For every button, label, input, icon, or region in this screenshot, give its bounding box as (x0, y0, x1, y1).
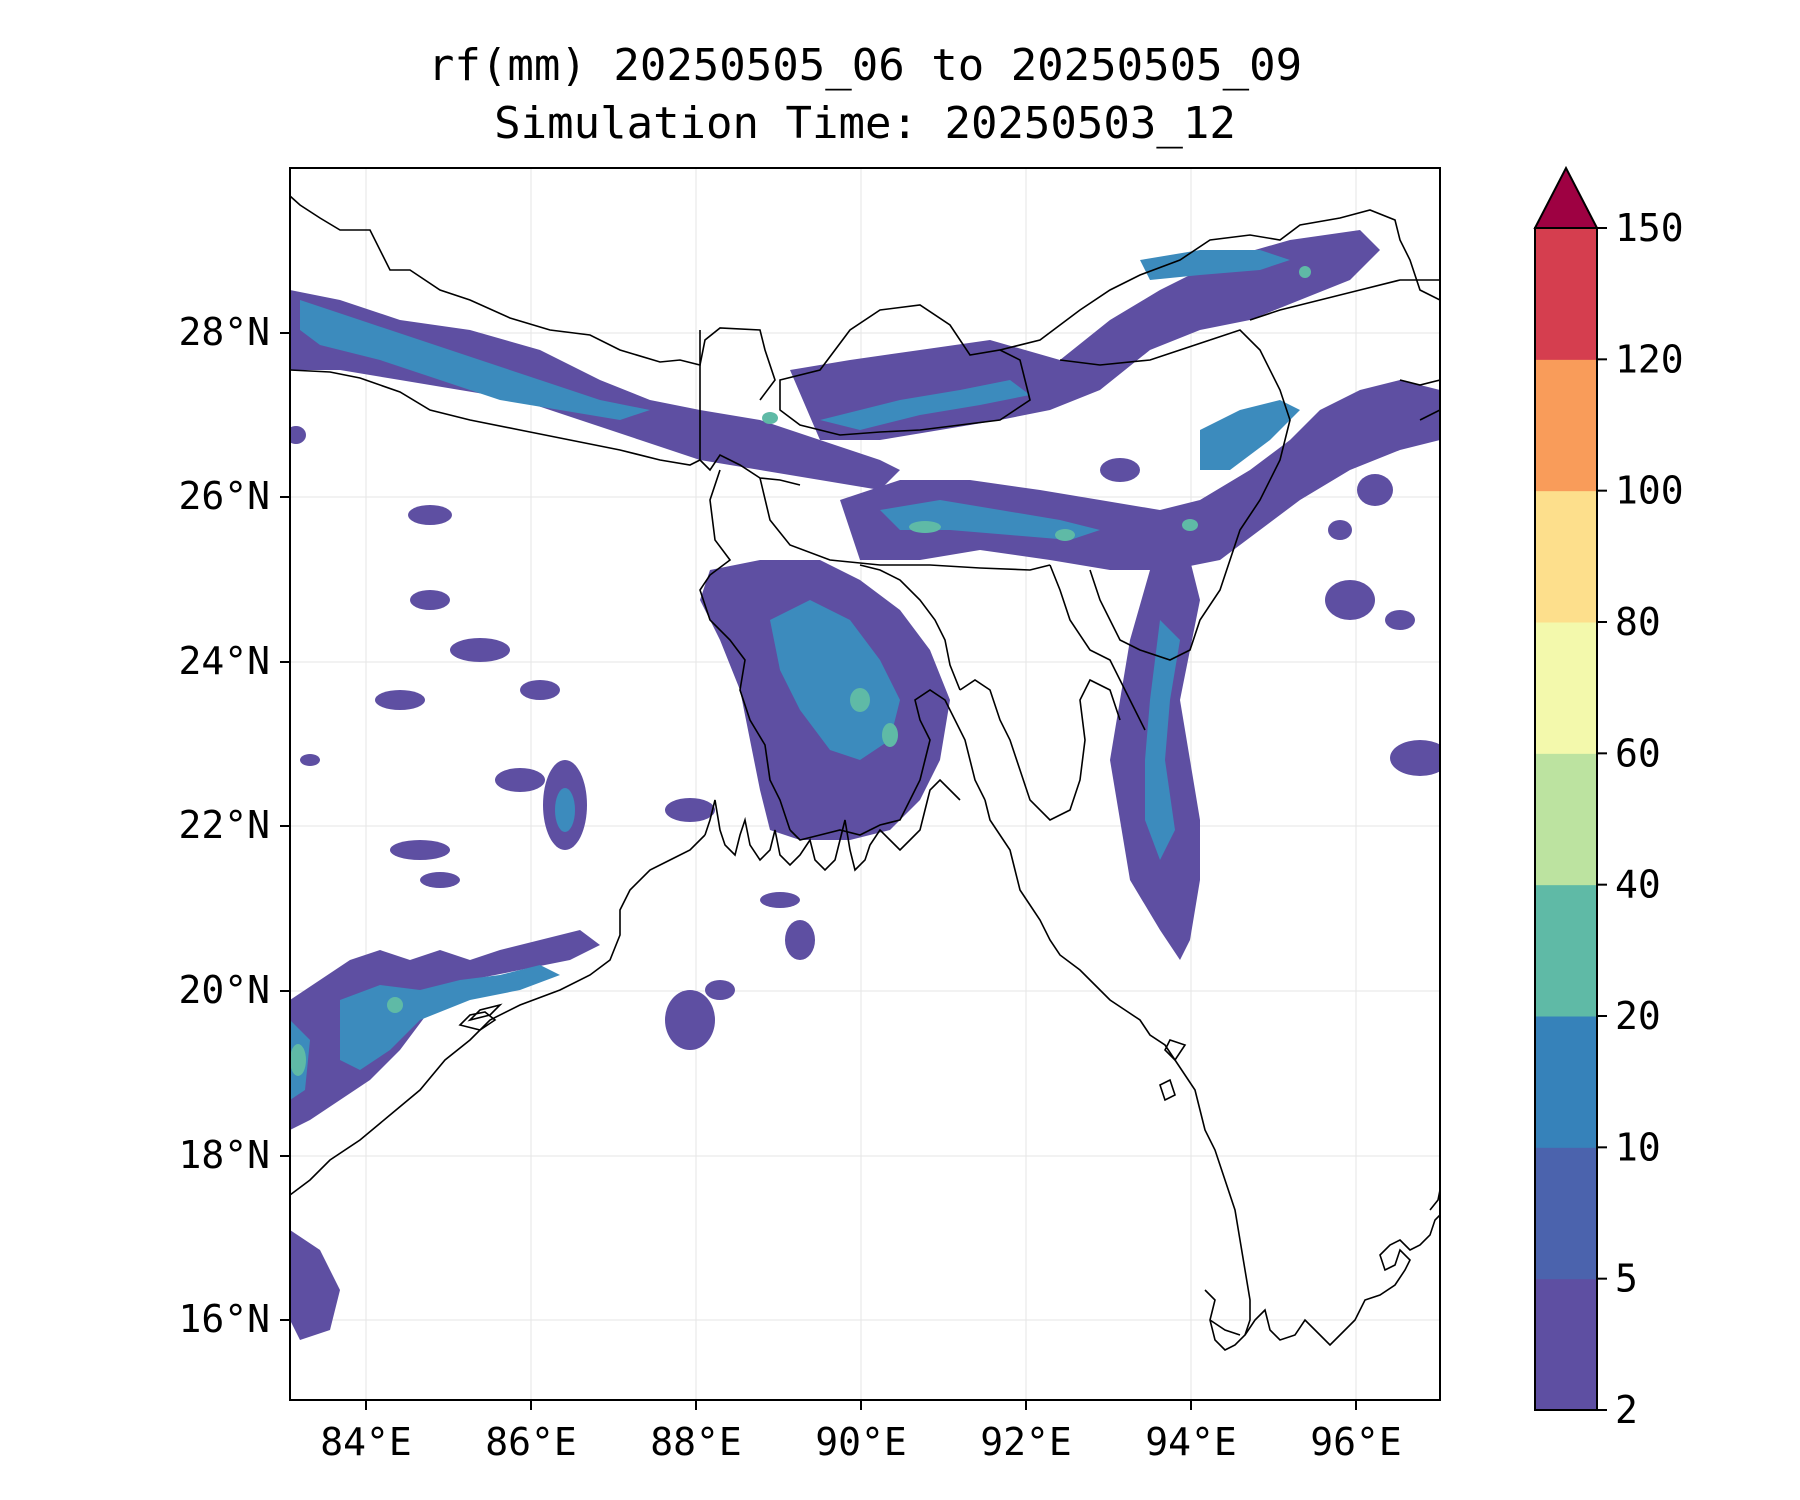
y-tick-22N: 22°N (178, 803, 270, 847)
rainfall-field (290, 230, 1440, 1340)
colorbar-segment-6 (1535, 490, 1597, 623)
colorbar-segment-7 (1535, 359, 1597, 492)
colorbar-label-10: 10 (1615, 1125, 1661, 1169)
colorbar-segment-4 (1535, 753, 1597, 886)
colorbar-label-80: 80 (1615, 600, 1661, 644)
x-tick-88E: 88°E (650, 1420, 742, 1464)
y-tick-labels: 28°N 26°N 24°N 22°N 20°N 18°N 16°N (178, 310, 270, 1341)
x-tick-86E: 86°E (485, 1420, 577, 1464)
x-tick-84E: 84°E (320, 1420, 412, 1464)
x-tick-labels: 84°E 86°E 88°E 90°E 92°E 94°E 96°E (320, 1420, 1402, 1464)
colorbar: 2 5 10 20 40 60 80 100 120 150 (1533, 165, 1684, 1432)
y-tick-26N: 26°N (178, 474, 270, 518)
y-tick-24N: 24°N (178, 639, 270, 683)
colorbar-label-20: 20 (1615, 994, 1661, 1038)
colorbar-label-120: 120 (1615, 337, 1684, 381)
colorbar-label-5: 5 (1615, 1257, 1638, 1301)
coastlines-and-borders (290, 195, 1440, 1351)
map-title-line2: Simulation Time: 20250503_12 (494, 98, 1236, 149)
colorbar-segment-2 (1535, 1016, 1597, 1148)
x-tick-90E: 90°E (815, 1420, 907, 1464)
colorbar-segment-5 (1535, 622, 1597, 754)
y-tick-20N: 20°N (178, 968, 270, 1012)
colorbar-label-2: 2 (1615, 1388, 1638, 1432)
y-tick-18N: 18°N (178, 1133, 270, 1177)
axis-ticks (280, 332, 1357, 1410)
colorbar-label-100: 100 (1615, 469, 1684, 513)
colorbar-frame (1534, 227, 1598, 1411)
map-frame (289, 167, 1441, 1401)
colorbar-label-40: 40 (1615, 863, 1661, 907)
colorbar-segment-1 (1535, 1147, 1597, 1280)
x-tick-96E: 96°E (1310, 1420, 1402, 1464)
y-tick-16N: 16°N (178, 1297, 270, 1341)
colorbar-label-150: 150 (1615, 206, 1684, 250)
colorbar-segment-3 (1535, 884, 1597, 1017)
colorbar-extend-arrow (1533, 165, 1599, 229)
map-title-line1: rf(mm) 20250505_06 to 20250505_09 (427, 40, 1303, 91)
colorbar-segment-0 (1535, 1278, 1597, 1411)
x-tick-92E: 92°E (980, 1420, 1072, 1464)
x-tick-94E: 94°E (1145, 1420, 1237, 1464)
colorbar-segment-8 (1535, 228, 1597, 360)
colorbar-label-60: 60 (1615, 731, 1661, 775)
y-tick-28N: 28°N (178, 310, 270, 354)
